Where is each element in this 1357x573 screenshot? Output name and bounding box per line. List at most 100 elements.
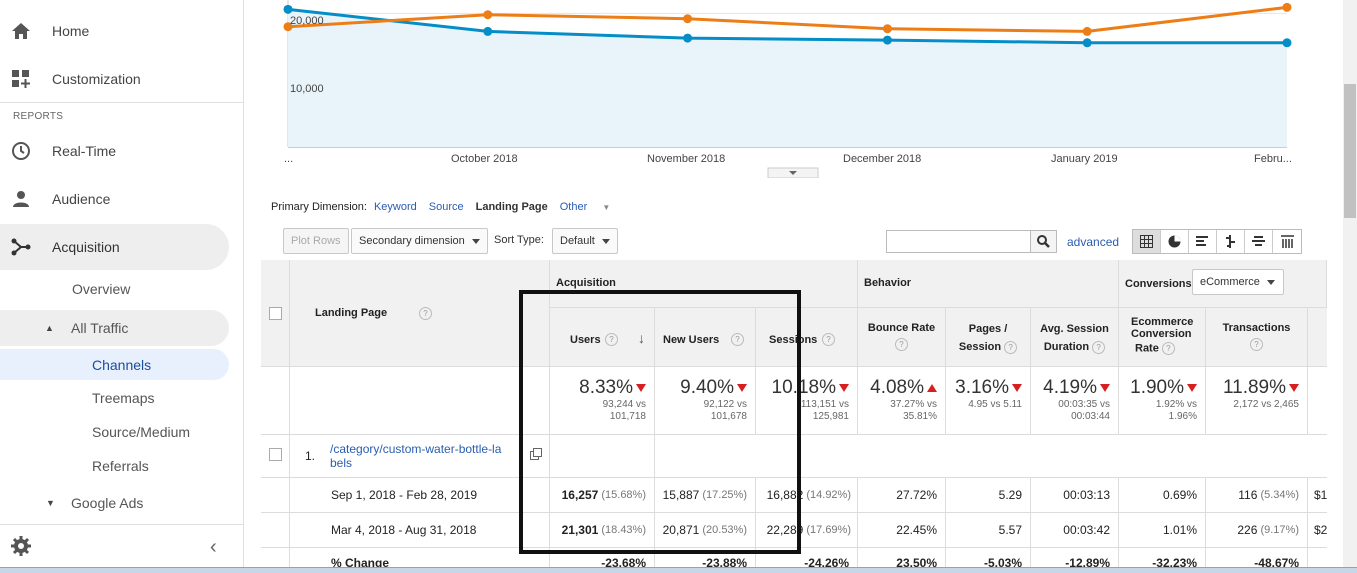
- help-icon[interactable]: ?: [419, 307, 432, 320]
- empty-cell: [550, 435, 655, 478]
- chart-point[interactable]: [882, 35, 892, 45]
- search-button[interactable]: [1030, 230, 1057, 253]
- column-header-label: Avg. Session: [1040, 323, 1109, 335]
- help-icon[interactable]: ?: [822, 333, 835, 346]
- chart-point[interactable]: [1082, 26, 1092, 36]
- ecommerce-conversion-rate-column-header[interactable]: Ecommerce Conversion Rate ?: [1119, 308, 1206, 367]
- x-tick-label: December 2018: [843, 153, 921, 165]
- ecomm-rate-cell: 1.01%: [1119, 513, 1206, 548]
- arrow-down-icon: [839, 384, 849, 393]
- sidebar-item-customization[interactable]: Customization: [0, 56, 244, 102]
- chart-point[interactable]: [1282, 2, 1292, 12]
- total-avg-session-cell: 4.19% 00:03:35 vs 00:03:44: [1031, 367, 1119, 435]
- taskbar-strip: [0, 567, 1357, 573]
- column-header-label: Ecommerce: [1131, 316, 1194, 328]
- chart-point[interactable]: [283, 22, 293, 32]
- pie-view-icon[interactable]: [1161, 230, 1189, 253]
- help-icon[interactable]: ?: [605, 333, 618, 346]
- sidebar-item-referrals[interactable]: Referrals: [92, 458, 149, 474]
- bounce-rate-column-header[interactable]: Bounce Rate ?: [858, 308, 946, 367]
- pages-session-cell: 5.57: [946, 513, 1031, 548]
- chart-point[interactable]: [882, 24, 892, 34]
- sessions-percent: (14.92%): [806, 489, 851, 501]
- table-search-input[interactable]: [886, 230, 1031, 253]
- chevron-down-icon: [789, 171, 797, 175]
- total-change-value: 4.19%: [1043, 377, 1097, 398]
- vertical-scrollbar[interactable]: [1343, 0, 1357, 573]
- landing-page-header[interactable]: Landing Page ?: [290, 260, 550, 367]
- performance-view-icon[interactable]: [1189, 230, 1217, 253]
- pages-session-column-header[interactable]: Pages / Session ?: [946, 308, 1031, 367]
- gear-icon[interactable]: [10, 535, 32, 562]
- sessions-column-header[interactable]: Sessions ?: [756, 308, 858, 367]
- advanced-link[interactable]: advanced: [1067, 235, 1120, 249]
- chart-point[interactable]: [683, 14, 693, 24]
- totals-label-cell: [290, 367, 550, 435]
- sidebar-item-audience[interactable]: Audience: [0, 176, 244, 222]
- sidebar-item-all-traffic[interactable]: ▲ All Traffic: [0, 310, 229, 346]
- change-bounce: 23.50%: [858, 548, 946, 573]
- help-icon[interactable]: ?: [1250, 338, 1263, 351]
- row-checkbox[interactable]: [269, 448, 282, 461]
- sidebar-item-overview[interactable]: Overview: [72, 281, 131, 297]
- external-link-icon[interactable]: [530, 448, 542, 463]
- avg-session-duration-column-header[interactable]: Avg. Session Duration ?: [1031, 308, 1119, 367]
- comparison-view-icon[interactable]: [1217, 230, 1245, 253]
- total-change-value: 3.16%: [955, 377, 1009, 398]
- sidebar-item-source-medium[interactable]: Source/Medium: [92, 424, 191, 440]
- period-label: Sep 1, 2018 - Feb 28, 2019: [290, 478, 550, 513]
- pivot-view-icon[interactable]: [1273, 230, 1301, 253]
- dimension-other-dropdown[interactable]: Other ▼: [560, 201, 623, 213]
- dimension-source-link[interactable]: Source: [428, 201, 464, 213]
- sidebar-item-home[interactable]: Home: [0, 8, 244, 54]
- new-users-column-header[interactable]: New Users ?: [655, 308, 756, 367]
- term-cloud-view-icon[interactable]: [1245, 230, 1273, 253]
- primary-dimension-label: Primary Dimension:: [271, 201, 367, 213]
- transactions-cell: 226 (9.17%): [1206, 513, 1308, 548]
- plot-rows-button[interactable]: Plot Rows: [283, 228, 349, 254]
- total-comparison: 00:03:44: [1071, 411, 1110, 422]
- help-icon[interactable]: ?: [1092, 340, 1106, 354]
- total-comparison: 125,981: [812, 411, 849, 422]
- select-all-checkbox[interactable]: [269, 307, 282, 320]
- dimension-landing-page: Landing Page: [475, 201, 548, 213]
- chart-point[interactable]: [483, 26, 493, 36]
- sidebar-item-acquisition[interactable]: Acquisition: [0, 224, 229, 270]
- arrow-down-icon: [1012, 384, 1022, 393]
- help-icon[interactable]: ?: [895, 338, 908, 351]
- dimension-keyword-link[interactable]: Keyword: [373, 201, 417, 213]
- secondary-dimension-dropdown[interactable]: Secondary dimension: [351, 228, 488, 254]
- users-percent: (15.68%): [601, 489, 646, 501]
- transactions-column-header[interactable]: Transactions ?: [1206, 308, 1308, 367]
- person-icon: [11, 189, 31, 209]
- table-view-icon[interactable]: [1133, 230, 1161, 253]
- change-sessions: -24.26%: [756, 548, 858, 573]
- sort-arrow-down-icon[interactable]: ↓: [638, 330, 645, 346]
- sort-type-dropdown[interactable]: Default: [552, 228, 618, 254]
- sidebar-item-channels[interactable]: Channels: [0, 349, 229, 380]
- chart-point[interactable]: [283, 4, 293, 14]
- help-icon[interactable]: ?: [1004, 340, 1018, 354]
- users-column-header[interactable]: Users ? ↓: [550, 308, 655, 367]
- sidebar-item-label: All Traffic: [71, 320, 129, 336]
- ecommerce-goal-dropdown[interactable]: eCommerce: [1192, 269, 1284, 295]
- collapse-chevron-icon[interactable]: ‹: [210, 536, 217, 558]
- sidebar-item-google-ads[interactable]: ▼ Google Ads: [0, 487, 244, 519]
- chart-point[interactable]: [683, 33, 693, 43]
- chart-point[interactable]: [1082, 38, 1092, 48]
- sidebar-item-realtime[interactable]: Real-Time: [0, 128, 244, 174]
- secondary-dimension-label: Secondary dimension: [359, 235, 465, 247]
- chart-point[interactable]: [1282, 38, 1292, 48]
- sidebar-item-treemaps[interactable]: Treemaps: [92, 390, 155, 406]
- avg-duration-cell: 00:03:13: [1031, 478, 1119, 513]
- chart-point[interactable]: [483, 10, 493, 20]
- sidebar-item-label: Acquisition: [52, 239, 120, 255]
- revenue-cell: $1: [1308, 478, 1327, 513]
- help-icon[interactable]: ?: [1161, 342, 1175, 355]
- column-header-label: Conversion: [1131, 328, 1192, 340]
- row-checkbox-cell: [261, 435, 290, 478]
- help-icon[interactable]: ?: [731, 333, 744, 346]
- scrollbar-thumb[interactable]: [1344, 84, 1356, 218]
- landing-page-link[interactable]: /category/custom-water-bottle-la bels: [330, 442, 501, 470]
- total-change-value: 1.90%: [1130, 377, 1184, 398]
